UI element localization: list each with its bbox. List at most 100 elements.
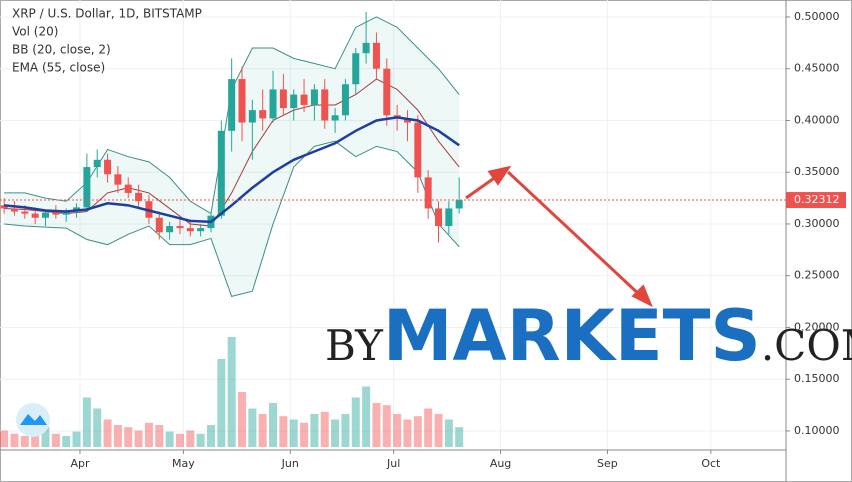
candle-body [248,110,256,123]
last-price-label: 0.32312 [794,193,840,206]
x-tick-label: Apr [70,457,90,470]
x-tick-label: Jun [281,457,299,470]
candle-body [93,159,101,168]
volume-bar [351,397,360,447]
volume-bar [144,422,153,447]
y-tick-label: 0.20000 [794,320,840,333]
volume-bar [455,427,464,447]
candle-body [166,226,174,233]
candle-body [238,79,246,123]
watermark-com: .COM [761,321,852,370]
y-tick-label: 0.30000 [794,217,840,230]
volume-bar [310,414,319,447]
volume-bar [444,419,453,447]
volume-bar [20,436,29,447]
volume-bar [331,419,340,447]
candle-body [10,208,18,212]
volume-bar [113,425,122,447]
legend-title: XRP / U.S. Dollar, 1D, BITSTAMP [12,7,202,21]
volume-bar [289,419,298,447]
x-tick-label: Sep [597,457,618,470]
volume-bar [0,430,9,447]
candle-body [104,159,112,175]
candle-body [228,79,236,131]
volume-bar [382,405,391,447]
x-tick-label: Oct [701,457,721,470]
volume-bar [238,392,247,447]
volume-bar [196,433,205,447]
candle-body [372,42,380,69]
candle-body [279,89,287,109]
volume-bar [10,433,19,447]
volume-bar [72,431,81,447]
candle-body [42,212,50,218]
volume-bar [155,425,164,447]
plot-layer [0,0,786,450]
volume-bar [175,433,184,447]
candle-body [352,53,360,85]
candle-body [341,84,349,116]
watermark-by: BY [325,321,384,370]
candle-body [155,217,163,233]
candle-body [269,89,277,119]
y-tick-label: 0.50000 [794,10,840,23]
candle-body [403,118,411,123]
volume-bar [393,414,402,447]
candle-body [383,68,391,116]
candle-body [362,42,370,54]
volume-bar [62,436,71,447]
candle-body [176,226,184,229]
volume-bar [434,414,443,447]
volume-bar [186,430,195,447]
volume-bar [269,403,278,447]
candle-body [21,211,29,214]
watermark-markets: MARKETS [383,295,761,377]
y-tick-label: 0.10000 [794,424,840,437]
volume-bar [227,337,236,447]
x-tick-label: May [172,457,195,470]
candle-body [124,184,132,193]
candle-body [114,174,122,185]
logo [16,403,50,437]
candle-body [414,122,422,178]
y-tick-label: 0.35000 [794,165,840,178]
volume-bar [124,427,133,447]
candle-body [424,177,432,209]
volume-bar [51,433,60,447]
volume-bar [320,411,329,447]
candle-body [31,213,39,218]
forecast-arrows [465,165,653,308]
legend-ema: EMA (55, close) [12,61,105,75]
volume-bar [413,416,422,447]
bb-lower-line [4,140,460,298]
volume-bar [41,427,50,447]
candle-body [197,228,205,232]
volume-bar [403,419,412,447]
volume-bar [300,422,309,447]
volume-bar [103,419,112,447]
volume-bar [424,408,433,447]
y-tick-label: 0.15000 [794,372,840,385]
candle-body [52,212,60,215]
candle-body [321,89,329,121]
candle-body [0,205,8,209]
candle-body [445,208,453,227]
candle-body [83,167,91,208]
volume-bar [258,414,267,447]
legend-bb: BB (20, close, 2) [12,43,111,57]
x-tick-label: Jul [386,457,400,470]
y-tick-label: 0.45000 [794,62,840,75]
volume-bar [248,408,257,447]
volume-bar [31,431,40,447]
candle-body [455,200,463,209]
candle-body [259,110,267,119]
x-tick-label: Aug [490,457,511,470]
volume-bar [93,408,102,447]
volume-bar [362,386,371,447]
volume-bar [165,431,174,447]
candle-body [135,192,143,202]
candle-body [331,115,339,121]
last-price-box [786,192,846,209]
